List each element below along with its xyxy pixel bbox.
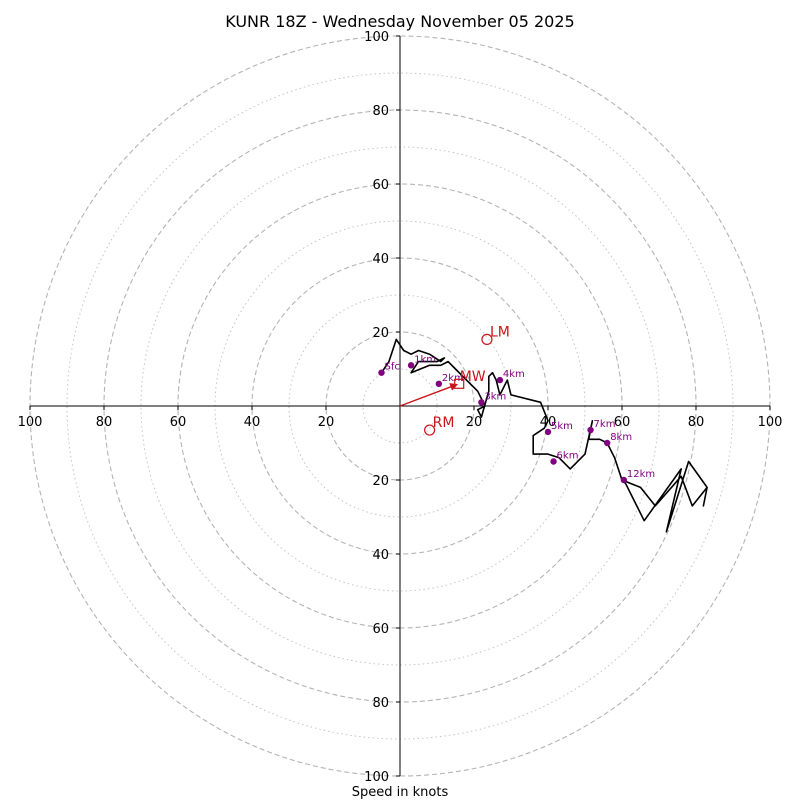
height-marker-4km-label: 4km xyxy=(503,369,525,380)
left-mover-label: LM xyxy=(490,324,510,340)
storm-motion: MW LM RM xyxy=(399,324,510,436)
x-tick-label: 20 xyxy=(466,415,483,430)
mean-wind-arrow xyxy=(399,383,459,407)
y-tick-label: 100 xyxy=(364,30,389,45)
x-tick-label: 40 xyxy=(244,415,261,430)
height-marker-5km-label: 5km xyxy=(551,421,573,432)
x-tick-label: 100 xyxy=(758,415,783,430)
height-marker-sfc-label: Sfc xyxy=(385,362,400,373)
height-markers: Sfc 1km 2km 3km 4km 5km 6km 7km 8km 12km xyxy=(378,354,655,484)
y-tick-label: 20 xyxy=(372,474,389,489)
y-tick-label: 40 xyxy=(372,548,389,563)
chart-title: KUNR 18Z - Wednesday November 05 2025 xyxy=(225,12,574,31)
height-marker-2km-label: 2km xyxy=(442,373,464,384)
height-marker-12km-label: 12km xyxy=(627,469,655,480)
left-mover-marker xyxy=(481,333,493,345)
x-tick-label: 100 xyxy=(18,415,43,430)
height-marker-1km-label: 1km xyxy=(414,354,436,365)
y-tick-label: 60 xyxy=(372,622,389,637)
hodograph-line xyxy=(380,338,708,533)
x-tick-label: 80 xyxy=(96,415,113,430)
height-marker-3km xyxy=(478,399,485,406)
x-tick-label: 60 xyxy=(614,415,631,430)
x-tick-label: 60 xyxy=(170,415,187,430)
mean-wind-marker xyxy=(454,378,465,389)
hodograph-trace xyxy=(380,338,708,533)
y-tick-label: 80 xyxy=(372,696,389,711)
y-tick-label: 40 xyxy=(372,252,389,267)
height-marker-5km xyxy=(544,428,552,436)
height-marker-8km-label: 8km xyxy=(610,432,632,443)
right-mover-label: RM xyxy=(433,415,455,431)
height-marker-8km xyxy=(604,439,611,447)
x-axis-label: Speed in knots xyxy=(352,785,449,800)
height-marker-7km-label: 7km xyxy=(594,419,616,430)
y-tick-label: 100 xyxy=(364,770,389,785)
height-marker-12km xyxy=(620,476,628,484)
x-tick-label: 80 xyxy=(688,415,705,430)
height-marker-1km xyxy=(407,362,415,369)
y-tick-label: 60 xyxy=(372,178,389,193)
mean-wind-label: MW xyxy=(460,369,486,385)
x-tick-label: 20 xyxy=(318,415,335,430)
height-marker-6km xyxy=(550,458,557,465)
height-marker-sfc xyxy=(378,369,385,376)
y-tick-label: 20 xyxy=(372,326,389,341)
height-marker-7km xyxy=(587,426,594,434)
height-marker-6km-label: 6km xyxy=(557,451,579,462)
tick-labels: 100 80 60 40 20 20 40 60 80 100100806040202040608… xyxy=(18,30,783,785)
y-tick-label: 80 xyxy=(372,104,389,119)
height-marker-3km-label: 3km xyxy=(484,391,506,402)
height-marker-2km xyxy=(435,380,443,387)
height-marker-4km xyxy=(496,376,504,384)
right-mover-marker xyxy=(424,424,436,436)
